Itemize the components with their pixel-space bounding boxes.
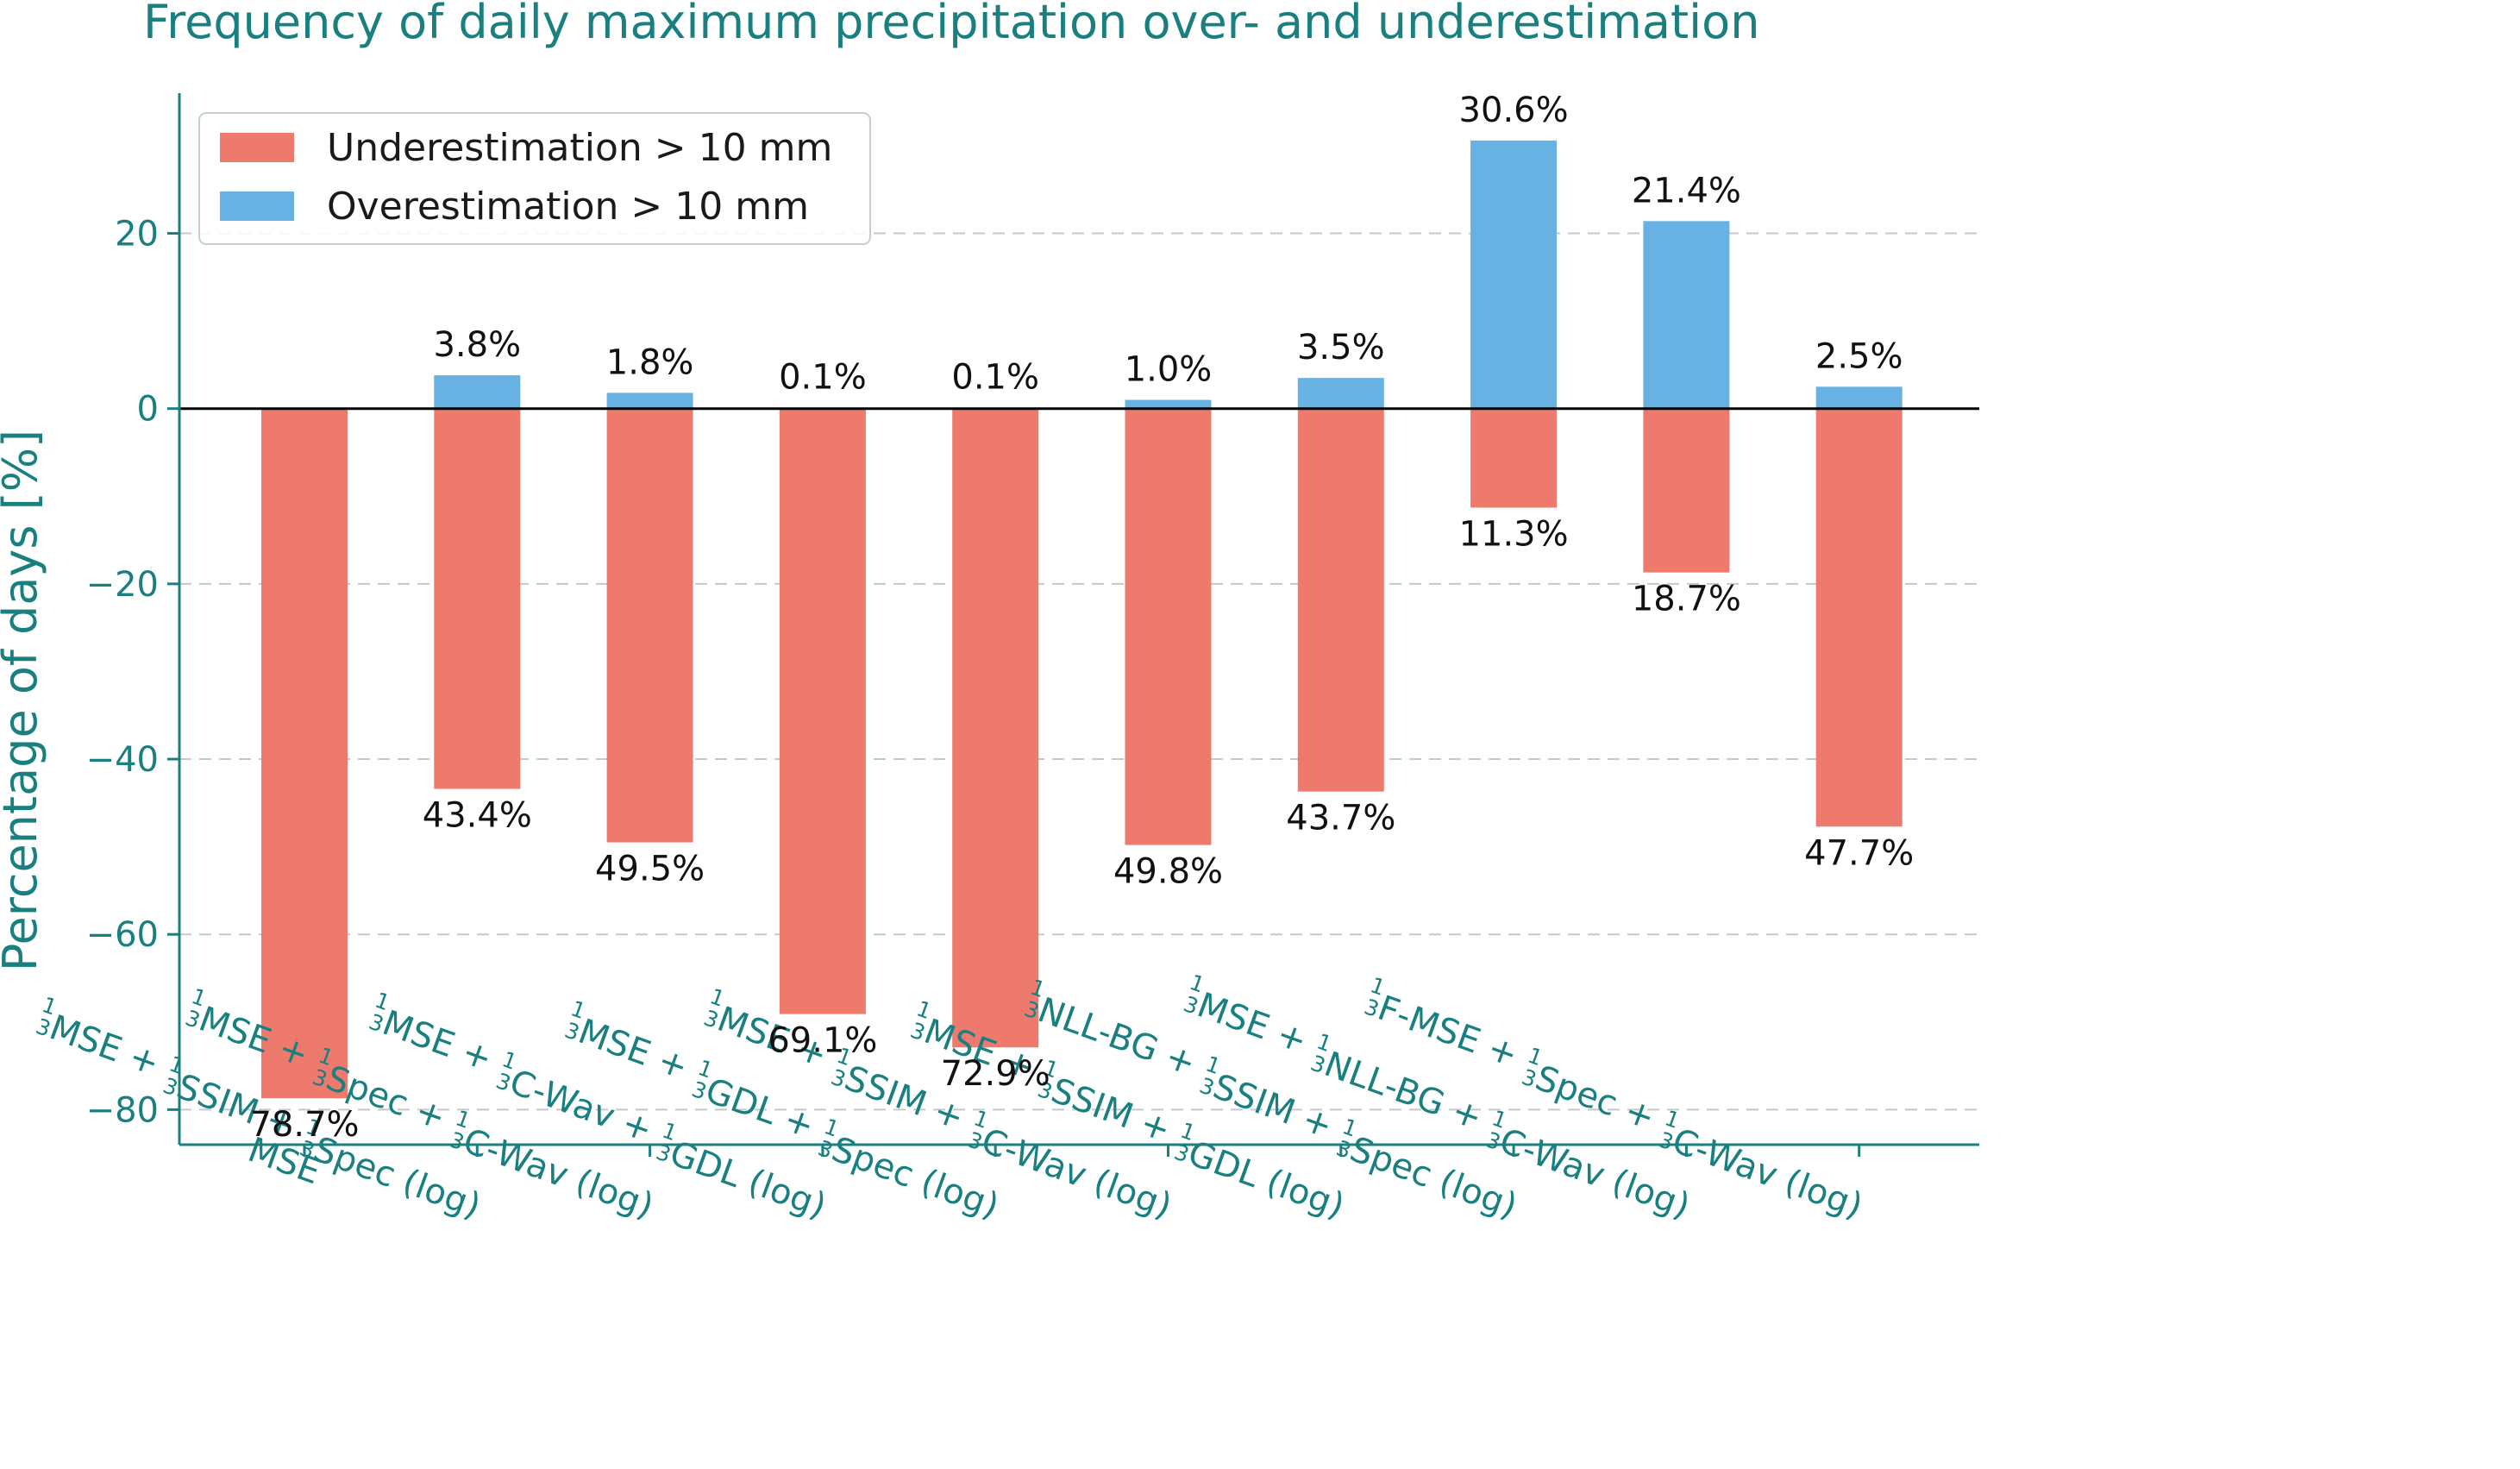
underestimation-value-label: 49.5% — [595, 850, 705, 889]
overestimation-bar — [1815, 386, 1903, 409]
underestimation-value-label: 43.4% — [423, 796, 532, 836]
overestimation-value-label: 21.4% — [1632, 171, 1741, 210]
y-axis-label: Percentage of days [%] — [0, 430, 47, 971]
legend-box — [198, 112, 871, 245]
underestimation-value-label: 69.1% — [768, 1021, 877, 1061]
underestimation-value-label: 18.7% — [1632, 580, 1741, 619]
overestimation-bar — [1125, 399, 1212, 409]
underestimation-value-label: 78.7% — [249, 1105, 359, 1145]
underestimation-bar — [606, 408, 693, 843]
overestimation-bar — [1643, 221, 1730, 409]
overestimation-value-label: 3.8% — [433, 325, 521, 365]
chart-title: Frequency of daily maximum precipitation… — [143, 0, 1759, 49]
overestimation-value-label: 0.1% — [779, 358, 867, 398]
underestimation-bar — [261, 408, 348, 1099]
underestimation-value-label: 43.7% — [1286, 799, 1395, 838]
overestimation-bar — [1470, 140, 1558, 409]
overestimation-bar — [434, 375, 521, 409]
underestimation-bar — [779, 408, 866, 1014]
legend-swatch — [220, 191, 294, 221]
y-tick-label: −40 — [86, 740, 159, 780]
bars — [261, 140, 1903, 1099]
underestimation-bar — [1643, 408, 1730, 573]
y-tick-label: 20 — [115, 215, 159, 254]
underestimation-bar — [1125, 408, 1212, 845]
overestimation-value-label: 30.6% — [1459, 91, 1569, 130]
underestimation-value-label: 72.9% — [941, 1054, 1050, 1094]
underestimation-value-label: 47.7% — [1804, 833, 1914, 873]
y-tick-label: −80 — [86, 1090, 159, 1130]
underestimation-bar — [1815, 408, 1903, 827]
underestimation-value-label: 11.3% — [1459, 514, 1569, 554]
underestimation-value-label: 49.8% — [1113, 852, 1223, 892]
overestimation-bar — [1297, 378, 1384, 409]
axes — [178, 93, 1979, 1146]
data-labels: 78.7% 43.4% 3.8% 49.5% 1.8% 69.1% 0.1% 72.9% 0.1… — [249, 91, 1914, 1145]
y-tick-label: 0 — [137, 390, 159, 430]
underestimation-bar — [1470, 408, 1558, 508]
overestimation-value-label: 1.8% — [606, 342, 694, 382]
legend: Underestimation > 10 mm Overestimation > … — [198, 112, 871, 245]
overestimation-value-label: 3.5% — [1297, 328, 1385, 367]
overestimation-bar — [606, 392, 693, 409]
underestimation-bar — [434, 408, 521, 789]
y-tick-label: −20 — [86, 565, 159, 605]
y-axis-ticks: −80 −60 −40 −20 0 20 — [86, 215, 179, 1130]
y-tick-label: −60 — [86, 915, 159, 955]
overestimation-value-label: 2.5% — [1815, 336, 1903, 376]
overestimation-value-label: 1.0% — [1125, 350, 1213, 390]
legend-label: Underestimation > 10 mm — [327, 126, 832, 170]
underestimation-bar — [952, 408, 1039, 1048]
underestimation-bar — [1297, 408, 1384, 792]
legend-swatch — [220, 133, 294, 162]
legend-label: Overestimation > 10 mm — [327, 185, 809, 229]
overestimation-value-label: 0.1% — [951, 358, 1039, 398]
